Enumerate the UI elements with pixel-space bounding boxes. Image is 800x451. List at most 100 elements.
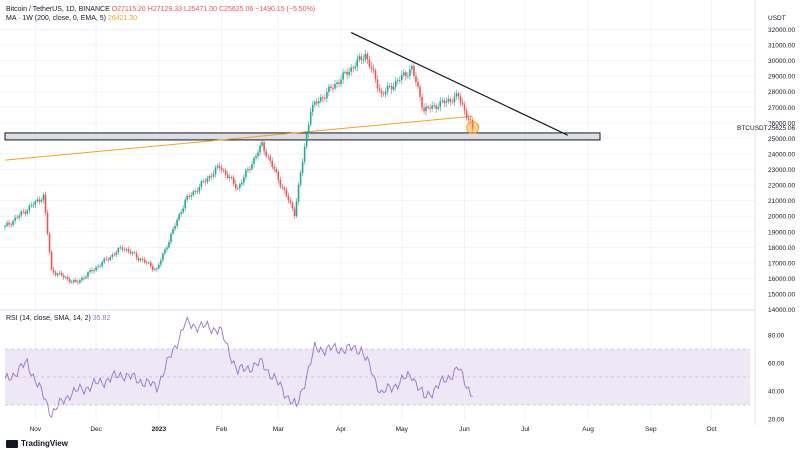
candle-body <box>32 204 35 206</box>
candle-body <box>109 256 112 261</box>
candle-body <box>168 241 170 248</box>
trendline[interactable] <box>350 32 569 136</box>
candles <box>4 49 474 285</box>
candle-body <box>309 111 312 125</box>
rsi-title[interactable]: RSI (14, close, SMA, 14, 2) <box>6 315 91 322</box>
candle-body <box>269 156 272 161</box>
candle-body <box>409 69 411 76</box>
price-tick-label: 18000.00 <box>768 245 795 252</box>
price-tick-label: 26000.00 <box>768 120 795 127</box>
rsi-tick-label: 60.00 <box>768 361 785 368</box>
candle-body <box>307 124 310 134</box>
candle-body <box>170 233 172 242</box>
candle-body <box>145 262 148 264</box>
time-tick-label: Dec <box>90 426 102 433</box>
time-tick-label: Jun <box>459 426 470 433</box>
candle-body <box>212 173 215 177</box>
candle-body <box>322 97 324 99</box>
last-price-label: 25625.06 <box>768 125 795 132</box>
last-price-marker <box>466 121 480 135</box>
candle-body <box>267 155 269 157</box>
symbol-title[interactable]: Bitcoin / TetherUS, 1D, BINANCE <box>6 6 110 13</box>
candle-body <box>455 93 458 97</box>
candle-body <box>188 195 191 197</box>
candle-body <box>362 59 365 61</box>
candle-body <box>311 104 314 112</box>
candle-body <box>241 182 243 185</box>
candle-body <box>326 92 328 99</box>
support-zone[interactable] <box>4 132 601 141</box>
candle-body <box>465 110 468 118</box>
candle-body <box>398 79 401 81</box>
candle-body <box>336 82 338 85</box>
candle-body <box>332 87 334 89</box>
price-tick-label: 31000.00 <box>768 43 795 50</box>
candle-body <box>423 107 425 112</box>
candle-body <box>253 158 255 165</box>
candle-body <box>56 273 59 276</box>
rsi-tick-label: 20.00 <box>768 417 785 424</box>
price-tick-label: 25000.00 <box>768 136 795 143</box>
candle-body <box>97 266 99 268</box>
candle-body <box>328 86 330 93</box>
time-tick-label: May <box>396 426 409 433</box>
candle-body <box>64 277 67 279</box>
candle-body <box>374 70 377 80</box>
candle-body <box>154 269 156 270</box>
time-tick-label: 2023 <box>152 426 167 433</box>
candle-body <box>407 75 409 77</box>
candle-body <box>433 105 435 107</box>
candle-body <box>196 191 199 192</box>
candle-body <box>356 59 359 67</box>
time-tick-label: Feb <box>216 426 228 433</box>
rsi-tick-label: 40.00 <box>768 389 785 396</box>
candle-body <box>228 176 231 179</box>
candle-body <box>230 176 233 178</box>
candle-body <box>184 199 186 209</box>
price-tick-label: 17000.00 <box>768 260 795 267</box>
rsi-axis[interactable]: 80.00 60.00 40.00 20.00 <box>768 333 785 424</box>
candle-body <box>81 277 83 281</box>
candle-body <box>400 75 403 80</box>
candle-body <box>392 86 395 90</box>
candle-body <box>176 219 178 226</box>
candle-body <box>273 166 276 170</box>
tradingview-logo[interactable]: TradingView <box>6 439 68 448</box>
time-axis[interactable]: Nov Dec 2023 Feb Mar Apr May Jun Jul Aug Sep Oct <box>30 426 717 433</box>
candle-body <box>115 252 118 255</box>
candle-body <box>42 194 45 201</box>
candle-body <box>28 205 31 211</box>
candle-body <box>334 84 336 89</box>
time-tick-label: Sep <box>645 426 657 433</box>
candle-body <box>73 279 75 282</box>
price-axis[interactable]: 32000.00 31000.00 30000.00 29000.00 28000.00… <box>768 27 795 314</box>
tradingview-logo-icon <box>6 439 18 448</box>
candle-body <box>453 96 456 103</box>
candle-body <box>344 72 346 73</box>
candle-body <box>283 187 286 190</box>
candle-body <box>265 151 267 156</box>
candle-body <box>281 186 284 188</box>
candle-body <box>348 71 350 75</box>
candle-body <box>111 254 114 257</box>
candle-body <box>77 281 79 283</box>
price-tick-label: 32000.00 <box>768 27 795 34</box>
candle-body <box>364 53 367 60</box>
candle-body <box>8 222 10 225</box>
candle-body <box>277 171 280 180</box>
rsi-tick-label: 80.00 <box>768 333 785 340</box>
candle-body <box>34 201 37 205</box>
candle-body <box>263 142 265 152</box>
candle-body <box>6 222 8 226</box>
candle-body <box>234 183 237 189</box>
candle-body <box>101 262 103 267</box>
ma-title[interactable]: MA · 1W (200, close, 0, EMA, 5) <box>6 15 106 22</box>
candle-body <box>60 272 63 276</box>
candle-body <box>93 270 95 272</box>
candle-body <box>158 264 160 269</box>
candle-body <box>366 53 369 60</box>
candle-body <box>36 199 39 202</box>
rsi-value: 35.82 <box>92 315 111 322</box>
candle-body <box>370 66 373 69</box>
